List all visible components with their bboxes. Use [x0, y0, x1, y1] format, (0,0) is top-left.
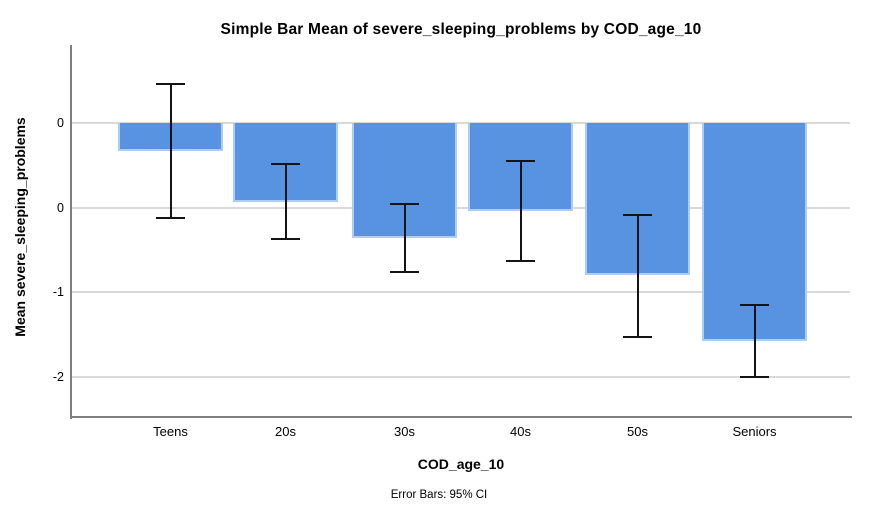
chart-title: Simple Bar Mean of severe_sleeping_probl… [220, 21, 702, 38]
gridline [72, 375, 850, 378]
error-bar-cap-top [271, 163, 300, 166]
error-bar-cap-bottom [390, 270, 419, 273]
error-bar-stem [403, 204, 406, 272]
error-bar-cap-bottom [506, 259, 535, 262]
gridline [72, 206, 850, 209]
x-tick-label-30s: 30s [394, 424, 415, 439]
error-bar-cap-top [740, 303, 769, 306]
error-bar-stem [519, 160, 522, 261]
error-bar-stem [636, 215, 639, 338]
x-axis-line [70, 416, 852, 418]
y-tick-label: 0 [57, 115, 64, 130]
x-axis-title: COD_age_10 [417, 456, 505, 472]
error-bar-cap-top [506, 159, 535, 162]
x-tick-label-50s: 50s [627, 424, 648, 439]
error-bar-stem [753, 304, 756, 377]
y-tick-label: -2 [52, 369, 64, 384]
y-axis-title: Mean severe_sleeping_problems [12, 117, 28, 337]
gridline [72, 291, 850, 294]
error-bar-cap-bottom [156, 216, 185, 219]
error-bar-stem [169, 83, 172, 218]
error-bar-cap-bottom [271, 237, 300, 240]
error-bar-cap-top [390, 203, 419, 206]
y-axis-line [70, 45, 72, 419]
error-bar-cap-bottom [740, 375, 769, 378]
x-tick-label-40s: 40s [510, 424, 531, 439]
x-tick-label-teens: Teens [153, 424, 188, 439]
error-bars-footnote: Error Bars: 95% CI [390, 489, 488, 501]
y-tick-label: 0 [57, 200, 64, 215]
gridline [72, 121, 850, 124]
x-tick-label-seniors: Seniors [732, 424, 777, 439]
error-bar-stem [284, 164, 287, 239]
error-bar-cap-top [156, 82, 185, 85]
error-bar-cap-top [623, 214, 652, 217]
y-tick-label: -1 [52, 285, 64, 300]
x-tick-label-20s: 20s [275, 424, 296, 439]
error-bar-cap-bottom [623, 336, 652, 339]
